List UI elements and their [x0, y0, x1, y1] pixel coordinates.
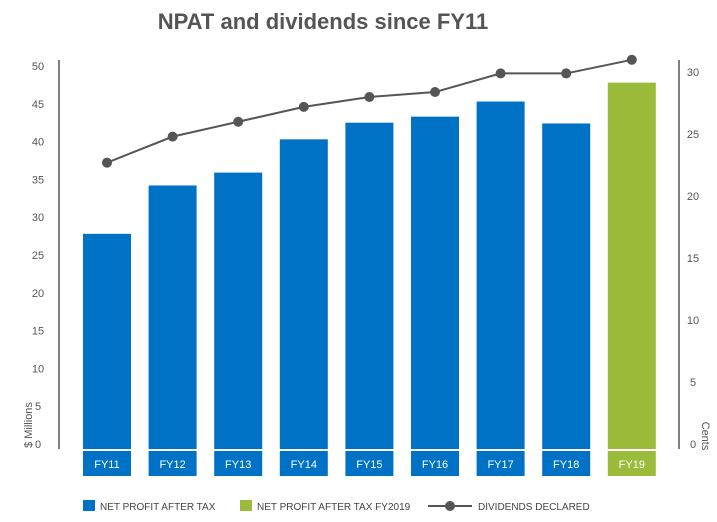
left-tick-label: 35 — [32, 174, 44, 186]
bar-fy16 — [411, 116, 459, 449]
category-label-fy18: FY18 — [553, 459, 579, 471]
category-label-fy12: FY12 — [159, 459, 185, 471]
bar-fy17 — [476, 101, 525, 450]
legend-label-dividends: DIVIDENDS DECLARED — [478, 502, 590, 513]
right-tick-label: 10 — [687, 315, 699, 327]
category-label-fy13: FY13 — [225, 459, 251, 471]
bar-fy11 — [83, 233, 131, 449]
right-axis-label: Cents — [699, 422, 711, 451]
right-tick-label: 5 — [690, 377, 696, 389]
dividend-point-fy14 — [298, 101, 309, 112]
bar-fy12 — [148, 185, 197, 449]
left-tick-label: 25 — [32, 250, 44, 262]
category-box-fy19 — [607, 451, 656, 476]
dividend-point-fy18 — [561, 68, 572, 79]
left-tick-label: 15 — [32, 326, 44, 338]
legend-swatch-npat — [83, 500, 95, 511]
dividend-point-fy19 — [626, 54, 637, 65]
chart-title: NPAT and dividends since FY11 — [158, 9, 489, 34]
legend-marker-dividends — [445, 501, 455, 511]
category-labels: FY11 FY12 FY13 FY14 FY15 FY16 FY17 FY18 FY19 — [83, 451, 656, 476]
bar-fy14 — [279, 139, 328, 449]
category-box-fy15 — [345, 451, 394, 476]
left-tick-label: 0 — [35, 439, 41, 451]
category-box-fy18 — [542, 451, 591, 476]
right-tick-label: 30 — [687, 67, 699, 79]
category-box-fy11 — [83, 451, 131, 476]
legend-swatch-npat-fy2019 — [240, 500, 252, 511]
legend-label-npat: NET PROFIT AFTER TAX — [100, 502, 216, 513]
right-tick-label: 25 — [687, 129, 699, 141]
left-tick-label: 20 — [32, 288, 44, 300]
dividend-point-fy16 — [430, 87, 440, 98]
category-box-fy13 — [214, 451, 263, 476]
right-tick-label: 0 — [690, 439, 696, 451]
left-axis-label: $ Millions — [23, 402, 35, 448]
bar-fy18 — [542, 123, 591, 450]
legend-label-npat-fy2019: NET PROFIT AFTER TAX FY2019 — [257, 502, 411, 513]
dividend-point-fy12 — [167, 131, 178, 142]
dividend-point-fy15 — [364, 91, 375, 102]
category-label-fy14: FY14 — [291, 459, 317, 471]
bar-fy13 — [214, 172, 263, 449]
category-label-fy16: FY16 — [422, 459, 448, 471]
right-tick-label: 20 — [687, 191, 699, 203]
category-box-fy14 — [279, 451, 328, 476]
left-tick-label: 10 — [32, 363, 44, 375]
left-tick-label: 40 — [32, 137, 44, 149]
category-label-fy11: FY11 — [94, 459, 119, 471]
left-tick-labels: 0 5 10 15 20 25 30 35 40 45 50 — [32, 61, 44, 451]
category-box-fy16 — [411, 451, 459, 476]
left-tick-label: 45 — [32, 99, 44, 111]
legend: NET PROFIT AFTER TAX NET PROFIT AFTER TAX… — [83, 500, 590, 513]
dividend-point-fy17 — [495, 68, 506, 79]
category-label-fy15: FY15 — [356, 459, 382, 471]
right-tick-label: 15 — [687, 253, 699, 265]
bar-fy19 — [607, 82, 656, 449]
category-label-fy17: FY17 — [487, 459, 513, 471]
bar-fy15 — [345, 122, 394, 449]
category-box-fy17 — [476, 451, 525, 476]
right-tick-labels: 0 5 10 15 20 25 30 — [687, 67, 699, 451]
dividend-line-group — [102, 54, 637, 168]
category-label-fy19: FY19 — [619, 459, 645, 471]
bars-group — [83, 82, 656, 450]
left-tick-label: 5 — [35, 401, 41, 413]
left-tick-label: 30 — [32, 212, 44, 224]
left-tick-label: 50 — [32, 61, 44, 73]
category-box-fy12 — [148, 451, 197, 476]
dividend-point-fy11 — [102, 157, 112, 168]
dividend-point-fy13 — [233, 116, 244, 127]
